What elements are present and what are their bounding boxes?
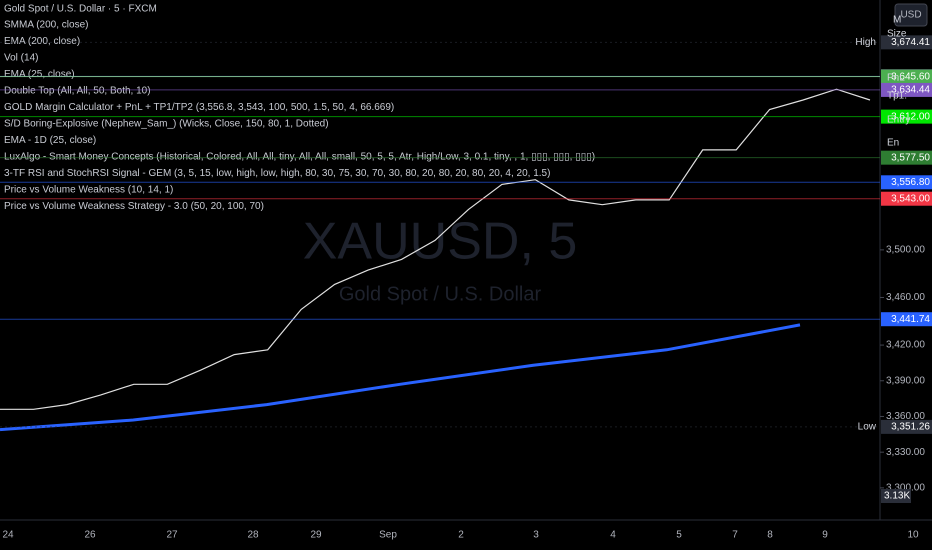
time-label: 29: [310, 530, 322, 541]
y-tick-label: 3,330.00: [886, 447, 925, 458]
indicator-legend: GOLD Margin Calculator + PnL + TP1/TP2 (…: [4, 102, 394, 113]
y-tick-label: 3,420.00: [886, 340, 925, 351]
time-label: 27: [166, 530, 178, 541]
symbol-title: Gold Spot / U.S. Dollar · 5 · FXCM: [4, 4, 157, 15]
y-tick-label: 3,300.00: [886, 483, 925, 494]
price-tag: [881, 109, 932, 124]
time-label: Sep: [379, 530, 397, 541]
currency-label: USD: [900, 10, 921, 21]
indicator-legend: S/D Boring-Explosive (Nephew_Sam_) (Wick…: [4, 119, 329, 130]
indicator-legend: LuxAlgo - Smart Money Concepts (Historic…: [4, 152, 595, 163]
time-label: 8: [767, 530, 773, 541]
price-tag: [881, 35, 932, 50]
time-label: 9: [822, 530, 828, 541]
indicator-legend: SMMA (200, close): [4, 20, 88, 31]
price-tag-label: 3,577.50: [891, 152, 930, 163]
price-tag-name: High: [855, 37, 876, 48]
y-tick-label: 3,390.00: [886, 375, 925, 386]
watermark-symbol: XAUUSD, 5: [303, 213, 578, 271]
price-tag-name: Low: [858, 422, 877, 433]
price-tag: [881, 82, 932, 97]
time-label: 2: [458, 530, 464, 541]
price-tag-label: 3,634.44: [891, 85, 930, 96]
indicator-legend: EMA - 1D (25, close): [4, 135, 96, 146]
indicator-legend: 3-TF RSI and StochRSI Signal - GEM (3, 5…: [4, 168, 550, 179]
indicator-legend: EMA (25, close): [4, 69, 75, 80]
price-tag-label: 3,351.26: [891, 422, 930, 433]
price-tag: [881, 419, 932, 434]
time-label: 24: [2, 530, 14, 541]
price-tag: [881, 69, 932, 84]
price-tag-label: 3,612.00: [891, 111, 930, 122]
panel-label: M: [893, 15, 901, 26]
panel-label: PnL: [887, 73, 905, 84]
y-tick-label: 3,460.00: [886, 292, 925, 303]
indicator-legend: Vol (14): [4, 53, 38, 64]
time-label: 5: [676, 530, 682, 541]
panel-label: En: [887, 138, 899, 149]
ema-series: [0, 323, 801, 432]
time-label: 7: [732, 530, 738, 541]
close-series: [0, 88, 871, 410]
price-tag-label: 3,674.41: [891, 37, 930, 48]
indicator-legend: Price vs Volume Weakness Strategy - 3.0 …: [4, 201, 264, 212]
time-label: 3: [533, 530, 539, 541]
indicator-legend: Price vs Volume Weakness (10, 14, 1): [4, 185, 173, 196]
price-tag-label: 3,556.80: [891, 177, 930, 188]
volume-tag-label: 3.13K: [884, 491, 910, 502]
price-tag: [881, 175, 932, 190]
price-tag: [881, 191, 932, 206]
watermark-name: Gold Spot / U.S. Dollar: [339, 283, 542, 305]
indicator-legend: Double Top (All, All, 50, Both, 10): [4, 86, 151, 97]
currency-button[interactable]: [894, 3, 928, 27]
indicator-legend: EMA (200, close): [4, 36, 80, 47]
price-tag-label: 3,543.00: [891, 193, 930, 204]
time-label: 4: [610, 530, 616, 541]
panel-label: Tp1:: [887, 91, 907, 102]
price-tag-label: 3,441.74: [891, 314, 930, 325]
volume-tag: [881, 489, 911, 503]
panel-label: Size: [887, 29, 907, 40]
price-tag: [881, 150, 932, 165]
time-label: 10: [907, 530, 919, 541]
y-tick-label: 3,500.00: [886, 245, 925, 256]
panel-label: Entry: [887, 115, 910, 126]
time-label: 26: [84, 530, 96, 541]
price-tag: [881, 312, 932, 327]
price-tag-label: 3,645.60: [891, 71, 930, 82]
y-tick-label: 3,360.00: [886, 411, 925, 422]
time-label: 28: [247, 530, 259, 541]
